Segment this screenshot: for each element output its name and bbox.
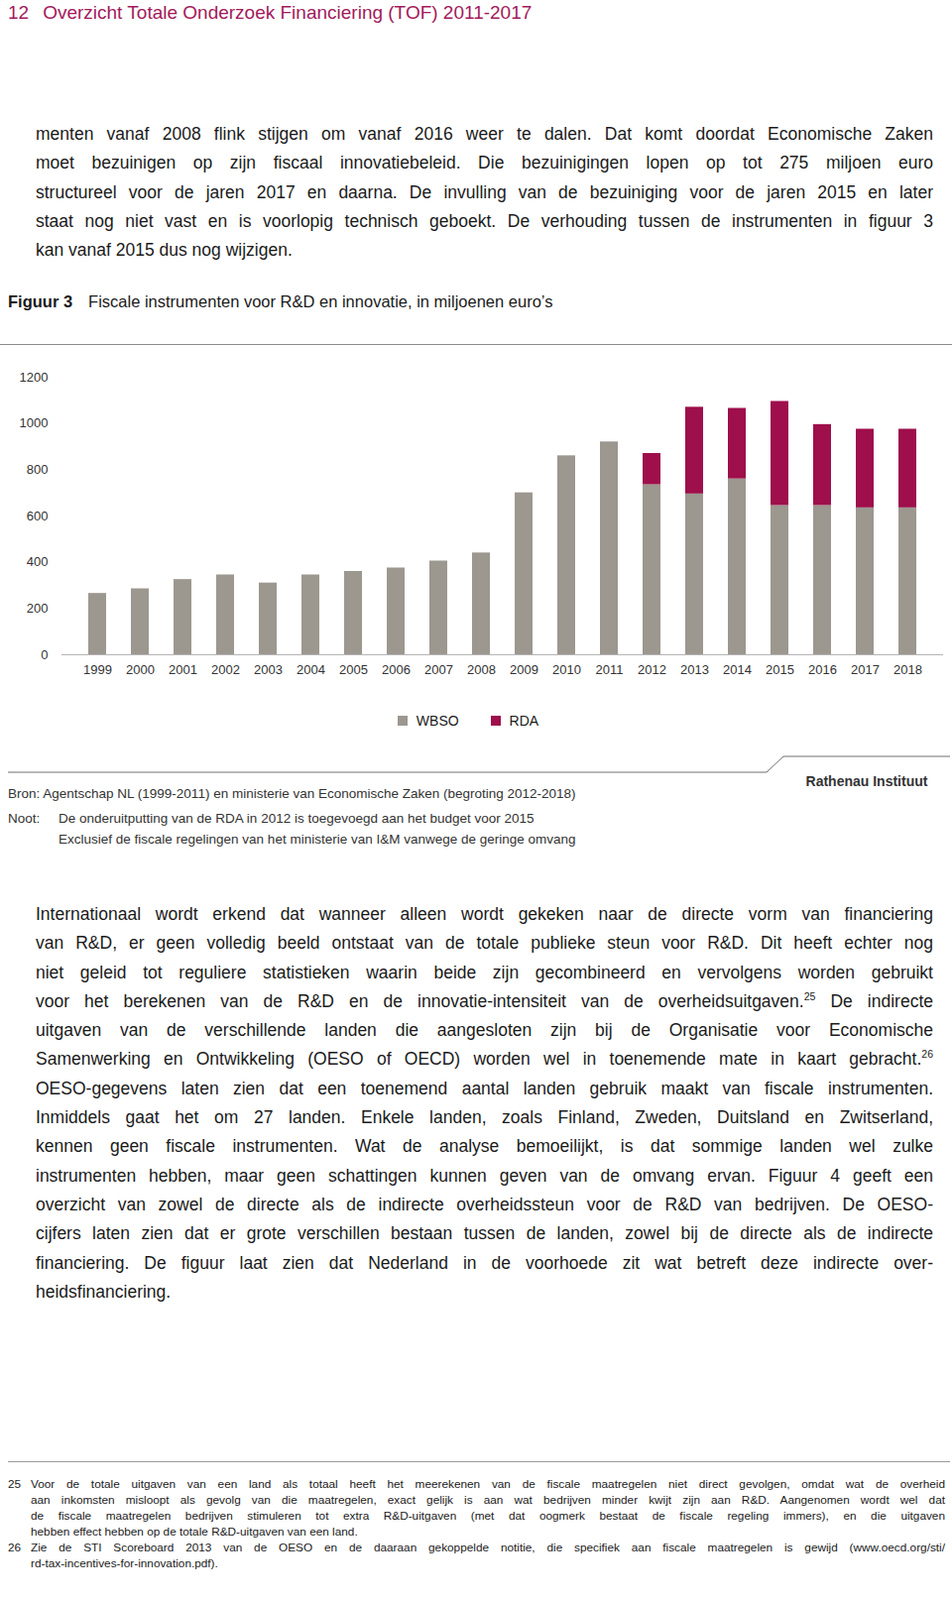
html-text:WBSO: WBSO (416, 713, 459, 729)
svg-text:2000: 2000 (125, 662, 155, 678)
html-text:Overzicht Totale Onderzoek Fin: Overzicht Totale Onderzoek Financiering … (42, 1, 532, 23)
svg-text:2009: 2009 (509, 662, 539, 678)
html-text:De onderuitputting van de RDA: De onderuitputting van de RDA in 2012 is… (58, 811, 535, 827)
html-text:staat nog niet vast en is voor: staat nog niet vast en is voorlopig tech… (35, 211, 934, 231)
svg-text:2001: 2001 (168, 662, 198, 678)
svg-text:0: 0 (40, 647, 48, 663)
svg-text:600: 600 (26, 508, 49, 524)
html-text:Figuur 3: Figuur 3 (7, 292, 73, 311)
svg-text:2015: 2015 (765, 662, 795, 678)
html-text:structureel voor de jaren 2017: structureel voor de jaren 2017 en daarna… (35, 182, 934, 202)
svg-text:2016: 2016 (808, 662, 837, 678)
svg-text:2005: 2005 (339, 662, 368, 678)
html-text:niet geleid tot reguliere stat: niet geleid tot reguliere statistieken w… (35, 962, 934, 983)
html-text:instrumenten hebben, maar geen: instrumenten hebben, maar geen schatting… (35, 1165, 934, 1186)
html-text:van R&D, er geen volledig beel: van R&D, er geen volledig beeld ontstaat… (35, 933, 934, 954)
html-text:heidsfinanciering.: heidsfinanciering. (35, 1282, 171, 1302)
html-text:de fiscale maatregelen bedrijv: de fiscale maatregelen bedrijven stimule… (30, 1509, 946, 1524)
svg-text:2007: 2007 (424, 662, 454, 678)
svg-text:2004: 2004 (296, 662, 326, 678)
html-text:26: 26 (7, 1541, 21, 1555)
html-text:moet bezuinigen op zijn fiscaa: moet bezuinigen op zijn fiscaal innovati… (35, 153, 934, 173)
html-text:OESO-gegevens laten zien dat e: OESO-gegevens laten zien dat een toeneme… (35, 1078, 934, 1099)
svg-text:400: 400 (26, 554, 49, 570)
html-text:voor het berekenen van de R&D: voor het berekenen van de R&D en de inno… (35, 990, 934, 1012)
html-text:uitgaven van de verschillende: uitgaven van de verschillende landen die… (35, 1020, 934, 1041)
svg-text:2011: 2011 (595, 662, 624, 678)
html-text:Inmiddels gaat het om 27 lande: Inmiddels gaat het om 27 landen. Enkele … (35, 1107, 934, 1128)
html-text:overzicht van zowel de directe: overzicht van zowel de directe als de in… (35, 1194, 934, 1215)
html-text:menten vanaf 2008 flink stijge: menten vanaf 2008 flink stijgen om vanaf… (35, 123, 934, 144)
html-text:kennen geen fiscale instrument: kennen geen fiscale instrumenten. Wat de… (35, 1136, 934, 1157)
svg-text:2003: 2003 (253, 662, 283, 678)
html-text:cijfers laten zien dat er grot: cijfers laten zien dat er grote verschil… (35, 1224, 934, 1244)
svg-text:1999: 1999 (83, 662, 113, 678)
svg-text:2018: 2018 (893, 662, 923, 678)
html-text:hebben effect hebben op de tot: hebben effect hebben op de totale R&D-ui… (30, 1525, 358, 1540)
html-text:Internationaal wordt erkend da: Internationaal wordt erkend dat wanneer … (35, 904, 934, 925)
svg-text:800: 800 (26, 462, 49, 477)
svg-text:2008: 2008 (467, 662, 496, 678)
svg-text:1200: 1200 (19, 369, 49, 385)
html-text:12: 12 (7, 1, 29, 23)
html-text:RDA: RDA (509, 713, 539, 729)
svg-text:2012: 2012 (637, 662, 667, 678)
svg-text:1000: 1000 (19, 415, 49, 431)
html-text:Rathenau Instituut: Rathenau Instituut (805, 773, 928, 790)
svg-text:2010: 2010 (552, 662, 582, 678)
html-text:aan inkomsten misloopt als gev: aan inkomsten misloopt als gevolg van di… (30, 1493, 946, 1508)
html-text:Zie de STI Scoreboard 2013 van: Zie de STI Scoreboard 2013 van de OESO e… (30, 1541, 946, 1555)
html-text:Fiscale instrumenten voor R&D: Fiscale instrumenten voor R&D en innovat… (88, 292, 553, 311)
html-text:kan vanaf 2015 dus nog wijzige: kan vanaf 2015 dus nog wijzigen. (35, 240, 293, 261)
html-text:rd-tax-incentives-for-innovati: rd-tax-incentives-for-innovation.pdf). (30, 1556, 218, 1571)
svg-text:200: 200 (26, 600, 49, 616)
svg-text:2013: 2013 (680, 662, 710, 678)
html-text:financiering. De figuur laat z: financiering. De figuur laat zien dat Ne… (35, 1253, 934, 1273)
svg-text:2006: 2006 (381, 662, 411, 678)
html-text:Exclusief de fiscale regelinge: Exclusief de fiscale regelingen van het … (58, 832, 576, 847)
svg-text:2017: 2017 (850, 662, 880, 678)
svg-text:2014: 2014 (722, 662, 752, 678)
html-text:25: 25 (7, 1477, 21, 1492)
html-text:Bron: Agentschap NL (1999-2011: Bron: Agentschap NL (1999-2011) en minis… (7, 786, 576, 802)
svg-text:2002: 2002 (211, 662, 240, 678)
html-text:Voor de totale uitgaven van ee: Voor de totale uitgaven van een land als… (30, 1477, 946, 1492)
html-text:Noot:: Noot: (7, 811, 40, 827)
html-text:Samenwerking en Ontwikkeling (: Samenwerking en Ontwikkeling (OESO of OE… (35, 1048, 934, 1070)
